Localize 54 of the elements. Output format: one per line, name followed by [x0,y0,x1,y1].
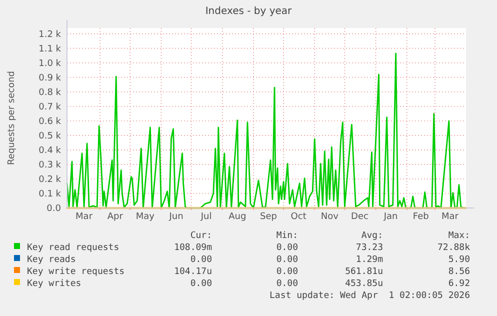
text: 0.00 [190,279,212,289]
y-tick-label: 1.2 k [38,30,62,40]
x-tick-label: Mar [76,212,93,222]
text: 453.85u [345,279,383,289]
legend-label: Key writes [27,279,82,289]
text: 72.88k [437,243,471,253]
text: Avg: [361,231,383,241]
text: 5.90 [448,255,470,265]
text: 6.92 [448,279,470,289]
y-tick-label: 1.0 k [38,58,62,69]
x-tick-label: Nov [320,212,340,222]
text: 0.00 [276,267,298,277]
x-tick-label: Feb [412,212,430,222]
text: 108.09m [174,243,212,253]
legend-label: Key write requests [27,267,125,277]
x-tick-label: Apr [107,212,124,222]
text: Cur: [190,231,212,241]
x-tick-label: Dec [351,212,368,222]
x-tick-label: Jul [200,212,212,222]
text: 561.81u [345,267,383,277]
text: 1.29m [356,255,383,265]
legend-label: Key reads [27,255,76,265]
text: 0.00 [276,243,298,253]
text: Max: [448,231,470,241]
y-axis-title: Requests per second [7,70,17,166]
text: 0.00 [190,255,212,265]
y-tick-label: 0.2 k [38,174,62,185]
y-tick-label: 0.0 [46,204,62,214]
text: 8.56 [448,267,470,277]
y-tick-label: 0.7 k [38,102,62,112]
text: 0.00 [276,279,298,289]
y-tick-label: 0.5 k [38,131,62,142]
x-tick-label: Mar [441,212,459,222]
y-tick-label: 0.9 k [38,73,62,84]
x-tick-label: May [136,212,156,222]
y-tick-label: 0.4 k [38,146,62,156]
x-tick-label: Oct [290,212,307,222]
x-tick-label: Jan [382,212,398,222]
x-tick-label: Sep [260,212,278,222]
text: 73.23 [356,243,383,253]
y-tick-label: 0.8 k [38,88,62,98]
y-tick-label: 0.3 k [38,160,62,170]
text: 104.17u [174,267,212,277]
y-tick-label: 1.1 k [38,44,62,54]
text: 0.00 [276,255,298,265]
chart-title: Indexes - by year [205,6,293,17]
line-series [66,52,466,209]
x-tick-label: Aug [228,212,246,222]
y-tick-label: 0.1 k [38,189,62,200]
x-tick-label: Jun [168,212,184,222]
text: Min: [276,231,298,241]
legend-label: Key read requests [27,243,120,253]
text: Last update: Wed Apr 1 02:00:05 2026 [270,291,470,301]
y-tick-label: 0.6 k [38,116,62,127]
